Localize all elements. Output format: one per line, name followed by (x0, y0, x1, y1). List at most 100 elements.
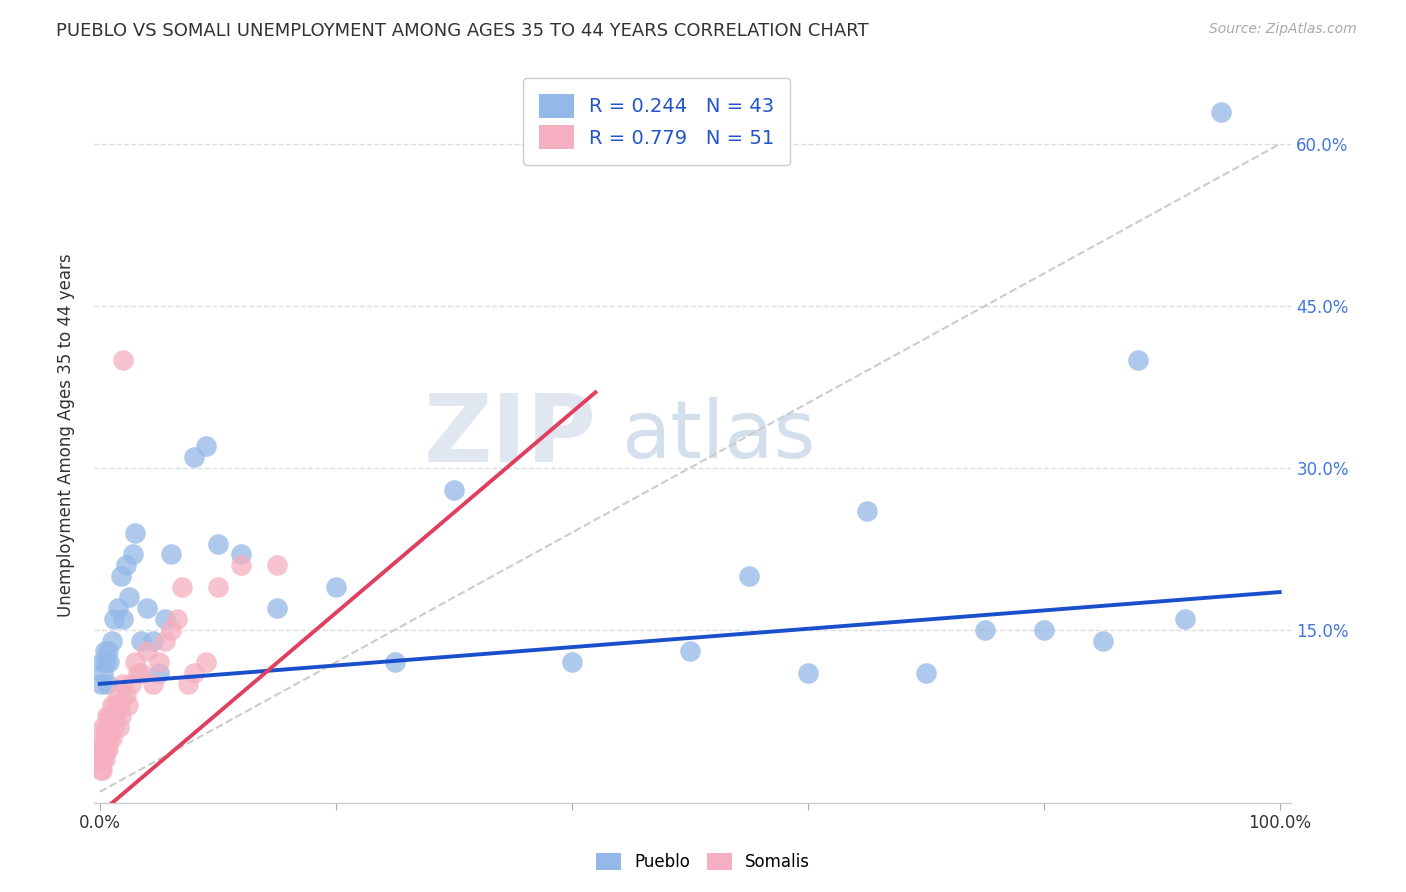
Point (679, 644, 702, 658)
Point (93, 741, 115, 756)
Point (93, 720, 115, 734)
Point (112, 677, 135, 691)
Point (183, 450, 205, 464)
Point (91, 655, 114, 669)
Point (104, 698, 127, 713)
Point (97, 720, 120, 734)
Point (561, 655, 583, 669)
Point (207, 536, 229, 550)
Point (100, 720, 122, 734)
Point (91, 731, 114, 745)
Point (112, 353, 135, 368)
Legend: R = 0.244   N = 43, R = 0.779   N = 51: R = 0.244 N = 43, R = 0.779 N = 51 (523, 78, 790, 165)
Y-axis label: Unemployment Among Ages 35 to 44 years: Unemployment Among Ages 35 to 44 years (58, 253, 75, 617)
Point (107, 688, 129, 702)
Point (97, 741, 120, 756)
Point (1032, 623, 1054, 637)
Point (107, 601, 129, 615)
Text: atlas: atlas (621, 397, 815, 475)
Point (1174, 612, 1197, 626)
Point (738, 569, 761, 583)
Point (103, 612, 125, 626)
Point (166, 612, 188, 626)
Point (207, 580, 229, 594)
Point (90, 677, 112, 691)
Point (90, 752, 112, 766)
Point (159, 547, 181, 561)
Point (91, 741, 114, 756)
Point (96, 677, 118, 691)
Point (121, 547, 143, 561)
Point (90, 763, 112, 777)
Point (101, 709, 124, 723)
Point (93, 666, 115, 681)
Point (91, 763, 114, 777)
Point (96, 709, 118, 723)
Point (136, 644, 159, 658)
Point (94, 655, 117, 669)
Point (118, 591, 141, 605)
Point (177, 677, 200, 691)
Point (142, 677, 165, 691)
Point (1126, 353, 1149, 368)
Point (97, 644, 120, 658)
Point (973, 623, 995, 637)
Point (98, 731, 121, 745)
Point (127, 666, 149, 681)
Point (1091, 633, 1114, 648)
Legend: Pueblo, Somalis: Pueblo, Somalis (588, 845, 818, 880)
Point (443, 483, 465, 497)
Point (114, 558, 136, 573)
Point (107, 720, 129, 734)
Point (98, 655, 121, 669)
Point (129, 666, 152, 681)
Point (142, 633, 165, 648)
Point (796, 666, 818, 681)
Text: PUEBLO VS SOMALI UNEMPLOYMENT AMONG AGES 35 TO 44 YEARS CORRELATION CHART: PUEBLO VS SOMALI UNEMPLOYMENT AMONG AGES… (56, 22, 869, 40)
Point (183, 666, 205, 681)
Point (129, 633, 152, 648)
Point (108, 698, 131, 713)
Point (266, 558, 288, 573)
Point (90, 741, 112, 756)
Point (914, 666, 936, 681)
Point (96, 731, 118, 745)
Point (195, 655, 218, 669)
Point (94, 720, 117, 734)
Point (231, 547, 253, 561)
Point (266, 601, 288, 615)
Point (153, 633, 176, 648)
Point (110, 709, 132, 723)
Point (148, 666, 170, 681)
Point (105, 709, 128, 723)
Point (93, 731, 115, 745)
Point (94, 741, 117, 756)
Point (114, 688, 136, 702)
Point (1209, 104, 1232, 119)
Point (384, 655, 406, 669)
Point (855, 504, 877, 518)
Point (231, 558, 253, 573)
Point (93, 644, 115, 658)
Point (124, 525, 146, 540)
Point (100, 731, 122, 745)
Point (148, 655, 170, 669)
Point (136, 601, 159, 615)
Point (124, 655, 146, 669)
Point (325, 580, 347, 594)
Point (98, 709, 121, 723)
Point (153, 612, 176, 626)
Point (103, 720, 125, 734)
Point (120, 677, 142, 691)
Point (93, 752, 115, 766)
Point (117, 698, 139, 713)
Point (100, 698, 122, 713)
Point (93, 752, 115, 766)
Point (100, 633, 122, 648)
Text: Source: ZipAtlas.com: Source: ZipAtlas.com (1209, 22, 1357, 37)
Point (159, 623, 181, 637)
Text: ZIP: ZIP (425, 390, 598, 482)
Point (172, 580, 194, 594)
Point (195, 439, 218, 453)
Point (110, 569, 132, 583)
